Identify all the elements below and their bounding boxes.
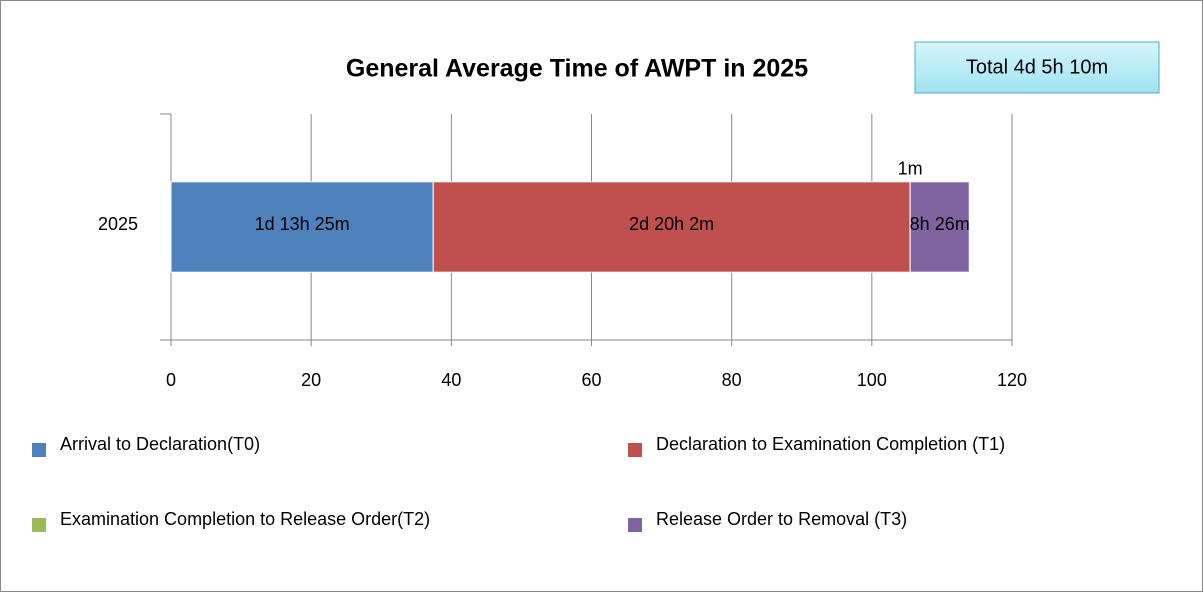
data-label: 8h 26m <box>910 214 970 234</box>
legend-label: Release Order to Removal (T3) <box>656 509 907 529</box>
bar-segment <box>909 181 970 273</box>
bar-segment <box>170 181 434 273</box>
data-label: 1d 13h 25m <box>255 214 350 234</box>
x-tick-label: 80 <box>722 370 742 390</box>
annotation: Total 4d 5h 10m <box>966 56 1108 78</box>
legend-label: Declaration to Examination Completion (T… <box>656 434 1005 454</box>
bar-segment <box>432 181 911 273</box>
legend-swatch <box>628 518 642 532</box>
x-tick-label: 20 <box>301 370 321 390</box>
data-label: 2d 20h 2m <box>629 214 714 234</box>
legend-swatch <box>628 443 642 457</box>
chart-title: General Average Time of AWPT in 2025 <box>346 55 808 83</box>
x-tick-label: 100 <box>857 370 887 390</box>
x-tick-label: 60 <box>581 370 601 390</box>
x-tick-label: 120 <box>997 370 1027 390</box>
annotation-box <box>914 41 1160 94</box>
y-tick-label: 2025 <box>98 214 138 234</box>
legend-label: Examination Completion to Release Order(… <box>60 509 430 529</box>
legend-swatch <box>32 518 46 532</box>
legend-swatch <box>32 443 46 457</box>
data-label: 1m <box>898 159 923 179</box>
x-tick-label: 0 <box>166 370 176 390</box>
x-tick-label: 40 <box>441 370 461 390</box>
legend-label: Arrival to Declaration(T0) <box>60 434 260 454</box>
